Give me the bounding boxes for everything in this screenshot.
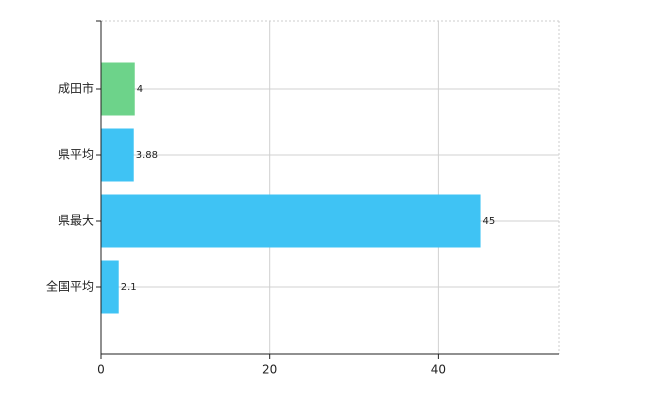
value-label: 4 [137, 84, 143, 95]
value-label: 3.88 [136, 150, 158, 161]
y-tick-label: 県最大 [58, 214, 94, 228]
y-tick-label: 県平均 [58, 148, 94, 162]
bar [101, 128, 134, 182]
bar [101, 62, 135, 116]
value-label: 45 [483, 216, 496, 227]
x-tick-label: 40 [431, 363, 446, 377]
value-label: 2.1 [121, 282, 137, 293]
bar [101, 194, 481, 248]
y-tick-label: 全国平均 [46, 279, 94, 294]
x-tick-label: 0 [97, 363, 105, 377]
x-tick-label: 20 [262, 363, 277, 377]
bar [101, 260, 119, 314]
y-tick-label: 成田市 [58, 81, 94, 96]
